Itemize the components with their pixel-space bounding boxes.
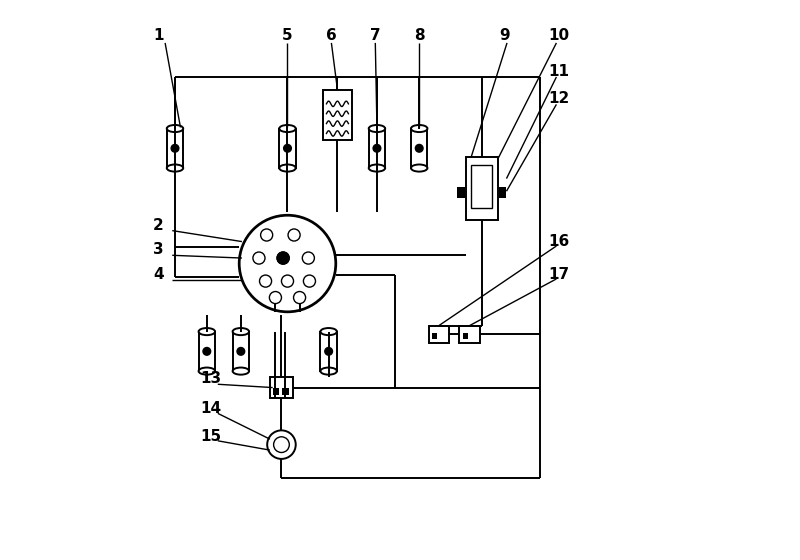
Bar: [166, 129, 183, 168]
Bar: [466, 157, 498, 220]
Circle shape: [415, 144, 423, 152]
Circle shape: [239, 215, 336, 312]
Bar: [498, 186, 506, 198]
Text: 3: 3: [154, 242, 164, 257]
Circle shape: [237, 348, 245, 355]
Bar: [198, 332, 215, 371]
Ellipse shape: [198, 367, 215, 375]
Circle shape: [267, 431, 296, 459]
Bar: [369, 129, 385, 168]
Ellipse shape: [321, 367, 337, 375]
Circle shape: [259, 275, 271, 287]
Circle shape: [171, 144, 179, 152]
Bar: [279, 129, 296, 168]
Circle shape: [284, 144, 291, 152]
Text: 1: 1: [154, 29, 164, 43]
Bar: [321, 332, 337, 371]
Circle shape: [282, 275, 294, 287]
Text: 8: 8: [414, 29, 425, 43]
Circle shape: [277, 252, 289, 264]
Bar: [459, 325, 480, 343]
Ellipse shape: [369, 165, 385, 171]
Bar: [429, 325, 450, 343]
Text: 10: 10: [549, 29, 570, 43]
Text: 17: 17: [549, 267, 570, 282]
Ellipse shape: [166, 165, 183, 171]
Text: 15: 15: [200, 429, 222, 444]
Ellipse shape: [321, 328, 337, 335]
Ellipse shape: [411, 165, 427, 171]
Circle shape: [303, 275, 315, 287]
Ellipse shape: [233, 328, 249, 335]
Bar: [270, 377, 293, 398]
Ellipse shape: [233, 367, 249, 375]
Bar: [411, 129, 427, 168]
Text: 12: 12: [549, 91, 570, 106]
Circle shape: [294, 292, 306, 304]
Text: 2: 2: [153, 218, 164, 232]
Circle shape: [277, 252, 289, 264]
Bar: [323, 90, 352, 140]
Circle shape: [325, 348, 333, 355]
Bar: [462, 333, 467, 339]
Ellipse shape: [279, 165, 296, 171]
Circle shape: [270, 292, 282, 304]
Text: 14: 14: [200, 402, 222, 417]
Text: 13: 13: [200, 371, 222, 386]
Ellipse shape: [411, 125, 427, 132]
Circle shape: [302, 252, 314, 264]
Ellipse shape: [279, 125, 296, 132]
Circle shape: [274, 437, 290, 452]
Circle shape: [373, 144, 381, 152]
Text: 11: 11: [549, 64, 570, 79]
Text: 9: 9: [499, 29, 510, 43]
Circle shape: [288, 229, 300, 241]
Bar: [273, 388, 279, 395]
Ellipse shape: [198, 328, 215, 335]
Bar: [457, 186, 465, 198]
Circle shape: [261, 229, 273, 241]
Text: 16: 16: [549, 234, 570, 249]
Text: 6: 6: [326, 29, 337, 43]
Ellipse shape: [166, 125, 183, 132]
Text: 4: 4: [154, 267, 164, 282]
Text: 7: 7: [370, 29, 381, 43]
Text: 5: 5: [282, 29, 293, 43]
Circle shape: [253, 252, 265, 264]
Bar: [282, 388, 289, 395]
Bar: [432, 333, 437, 339]
Bar: [233, 332, 249, 371]
Ellipse shape: [369, 125, 385, 132]
Bar: [471, 165, 492, 208]
Circle shape: [203, 348, 210, 355]
